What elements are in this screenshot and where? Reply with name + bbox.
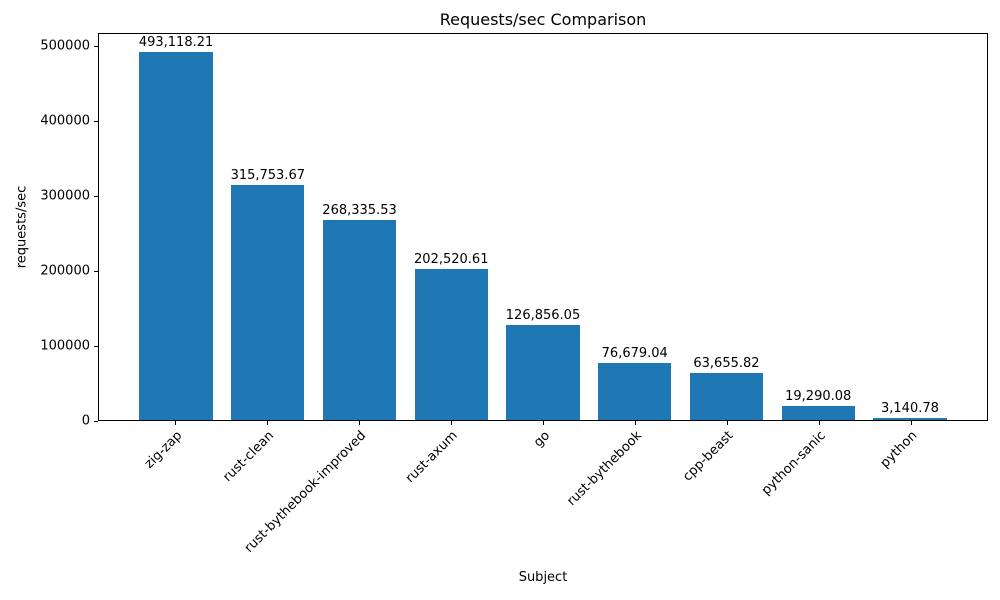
x-tick-mark: [543, 421, 544, 425]
bar-rust-bythebook: [598, 362, 672, 420]
bar-value-label: 19,290.08: [785, 388, 852, 404]
x-tick-label-zig-zap: zig-zap: [141, 428, 186, 472]
chart-title: Requests/sec Comparison: [439, 10, 647, 29]
y-tick-label: 200000: [40, 263, 90, 279]
y-tick-label: 400000: [40, 113, 90, 129]
bar-value-label: 3,140.78: [880, 400, 939, 416]
x-tick-label-cpp-beast: cpp-beast: [680, 428, 737, 485]
y-tick-label: 300000: [40, 188, 90, 204]
bar-value-label: 268,335.53: [322, 202, 397, 218]
bar-value-label: 315,753.67: [230, 167, 305, 183]
y-axis-label: requests/sec: [14, 185, 30, 269]
plot-area: 493,118.21 315,753.67 268,335.53 202,520.61…: [98, 33, 988, 421]
bar-python-sanic: [781, 405, 855, 420]
bar-rust-clean: [231, 184, 305, 420]
x-tick-label-python-sanic: python-sanic: [758, 428, 829, 499]
bar-rust-axum: [414, 269, 488, 420]
bar-value-label: 202,520.61: [414, 252, 489, 268]
bar-python: [873, 417, 947, 420]
bar-go: [506, 325, 580, 420]
x-tick-mark: [818, 421, 820, 425]
x-tick-mark: [267, 421, 269, 425]
bar-value-label: 493,118.21: [138, 35, 214, 51]
y-tick-mark: [94, 421, 98, 422]
y-tick-label: 500000: [40, 38, 90, 54]
x-tick-label-rust-axum: rust-axum: [403, 428, 461, 487]
bar-rust-bythebook-improved: [322, 219, 397, 420]
x-axis-label: Subject: [518, 570, 568, 585]
x-tick-label-python: python: [877, 428, 921, 472]
bar-cpp-beast: [689, 372, 764, 420]
x-tick-label-rust-bythebook: rust-bythebook: [564, 428, 645, 509]
y-tick-label: 100000: [40, 338, 90, 354]
x-tick-label-rust-clean: rust-clean: [220, 428, 278, 485]
x-tick-mark: [175, 421, 177, 425]
y-tick-label: 0: [81, 413, 90, 429]
x-tick-label-rust-bythebook-improved: rust-bythebook-improved: [241, 428, 370, 556]
x-tick-mark: [910, 421, 912, 425]
bar-value-label: 63,655.82: [693, 355, 760, 371]
x-tick-mark: [726, 421, 728, 425]
x-tick-mark: [634, 421, 636, 425]
bar-zig-zap: [139, 52, 213, 420]
bar-value-label: 126,856.05: [505, 308, 581, 324]
x-tick-mark: [359, 421, 361, 425]
x-tick-mark: [451, 421, 453, 425]
x-tick-label-go: go: [530, 428, 553, 451]
bar-value-label: 76,679.04: [601, 345, 668, 361]
